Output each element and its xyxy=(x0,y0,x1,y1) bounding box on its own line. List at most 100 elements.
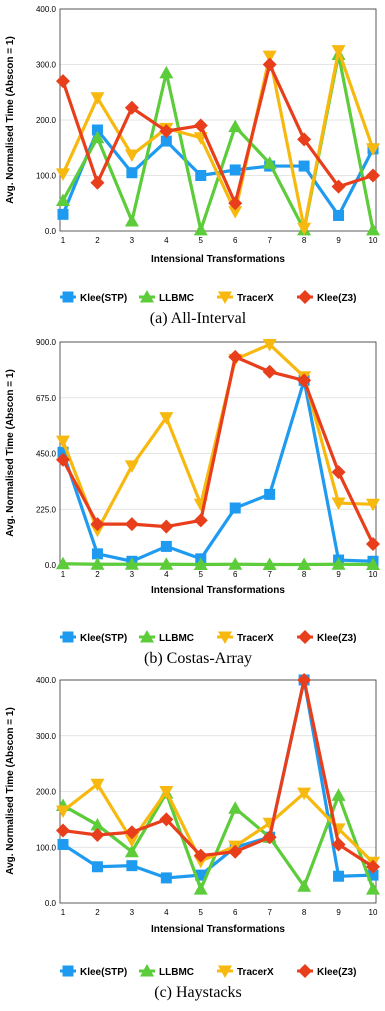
y-tick-label: 400.0 xyxy=(36,5,57,14)
y-tick-label: 300.0 xyxy=(36,732,57,741)
series-tracerx xyxy=(56,778,380,870)
data-point xyxy=(297,787,312,801)
legend-marker xyxy=(62,965,74,977)
data-point xyxy=(160,540,172,552)
data-point xyxy=(57,838,69,850)
data-point xyxy=(229,502,241,514)
x-tick-label: 6 xyxy=(233,236,238,245)
panel-caption: (a) All-Interval xyxy=(150,310,247,327)
data-point xyxy=(366,882,380,895)
data-point xyxy=(159,519,174,534)
data-point xyxy=(331,45,346,58)
data-point xyxy=(91,548,103,560)
data-point xyxy=(193,118,208,133)
y-tick-label: 0.0 xyxy=(45,227,57,236)
y-tick-label: 450.0 xyxy=(36,450,57,459)
x-tick-label: 4 xyxy=(164,570,169,579)
data-point xyxy=(90,175,105,190)
legend-label: TracerX xyxy=(237,967,274,978)
legend-label: Klee(STP) xyxy=(80,967,127,978)
x-tick-label: 7 xyxy=(267,236,272,245)
data-point xyxy=(124,214,139,227)
x-axis-title: Intensional Transformations xyxy=(151,924,285,935)
legend-marker xyxy=(140,290,154,303)
series-line xyxy=(61,49,375,230)
series-klee-z3- xyxy=(56,57,380,211)
x-tick-label: 10 xyxy=(369,236,378,245)
y-tick-label: 0.0 xyxy=(45,899,57,908)
plot-frame xyxy=(59,679,377,904)
data-point xyxy=(228,349,243,364)
data-point xyxy=(124,517,139,532)
x-tick-label: 5 xyxy=(199,236,204,245)
x-tick-label: 3 xyxy=(130,908,135,917)
data-point xyxy=(366,557,380,571)
y-tick-label: 100.0 xyxy=(36,172,57,181)
y-axis-title: Avg. Normalised Time (Abscon = 1) xyxy=(5,369,16,537)
data-point xyxy=(193,557,208,571)
data-point xyxy=(91,861,103,873)
x-tick-label: 9 xyxy=(336,236,341,245)
x-tick-label: 2 xyxy=(95,908,100,917)
data-point xyxy=(262,156,277,169)
data-point xyxy=(331,837,346,852)
series-line xyxy=(62,678,374,869)
series-line xyxy=(61,378,374,563)
y-tick-label: 225.0 xyxy=(36,505,57,514)
x-tick-label: 1 xyxy=(61,570,66,579)
series-line xyxy=(62,791,375,891)
data-point xyxy=(366,859,380,874)
data-point xyxy=(56,435,70,449)
data-point xyxy=(297,373,312,388)
data-point xyxy=(126,167,138,179)
data-point xyxy=(331,465,346,480)
y-tick-label: 900.0 xyxy=(36,338,57,347)
x-tick-label: 10 xyxy=(369,908,378,917)
series-line xyxy=(62,562,374,567)
series-line xyxy=(61,355,375,545)
data-point xyxy=(228,206,243,219)
data-point xyxy=(331,179,346,194)
x-tick-label: 2 xyxy=(95,570,100,579)
data-point xyxy=(228,557,243,570)
x-tick-label: 3 xyxy=(130,236,135,245)
data-point xyxy=(193,513,208,528)
x-tick-label: 2 xyxy=(95,236,100,245)
data-point xyxy=(159,65,174,79)
legend: Klee(STP) LLBMC TracerX Klee(Z3) xyxy=(60,630,356,644)
series-klee-z3- xyxy=(56,673,380,874)
data-point xyxy=(367,869,379,881)
data-point xyxy=(298,160,310,172)
legend-label: Klee(STP) xyxy=(80,633,127,644)
series-line xyxy=(62,678,374,880)
x-tick-label: 8 xyxy=(302,236,307,245)
legend-marker xyxy=(218,965,232,978)
data-point xyxy=(297,673,312,687)
y-tick-label: 400.0 xyxy=(36,676,57,685)
x-axis-title: Intensional Transformations xyxy=(151,254,285,265)
legend-marker xyxy=(140,964,154,977)
data-point xyxy=(124,557,139,570)
x-tick-label: 3 xyxy=(130,570,135,579)
data-point xyxy=(297,879,312,892)
legend-label: LLBMC xyxy=(159,967,194,978)
data-point xyxy=(159,786,174,799)
data-point xyxy=(366,536,380,551)
data-point xyxy=(90,130,105,144)
data-point xyxy=(366,143,380,156)
data-point xyxy=(159,124,174,139)
data-point xyxy=(228,196,243,211)
data-point xyxy=(90,517,105,532)
chart-panel-2: 0.0 225.0 450.0 675.0 900.0 1 2 3 4 5 6 7 8 9 10 Intens… xyxy=(5,338,380,667)
data-point xyxy=(159,412,174,425)
data-point xyxy=(366,222,380,236)
data-point xyxy=(91,124,103,136)
data-point xyxy=(124,100,139,115)
x-tick-label: 6 xyxy=(233,908,238,917)
data-point xyxy=(297,557,312,571)
legend-label: LLBMC xyxy=(159,293,194,304)
data-point xyxy=(124,844,139,858)
legend-label: LLBMC xyxy=(159,633,194,644)
series-llbmc xyxy=(56,556,380,571)
